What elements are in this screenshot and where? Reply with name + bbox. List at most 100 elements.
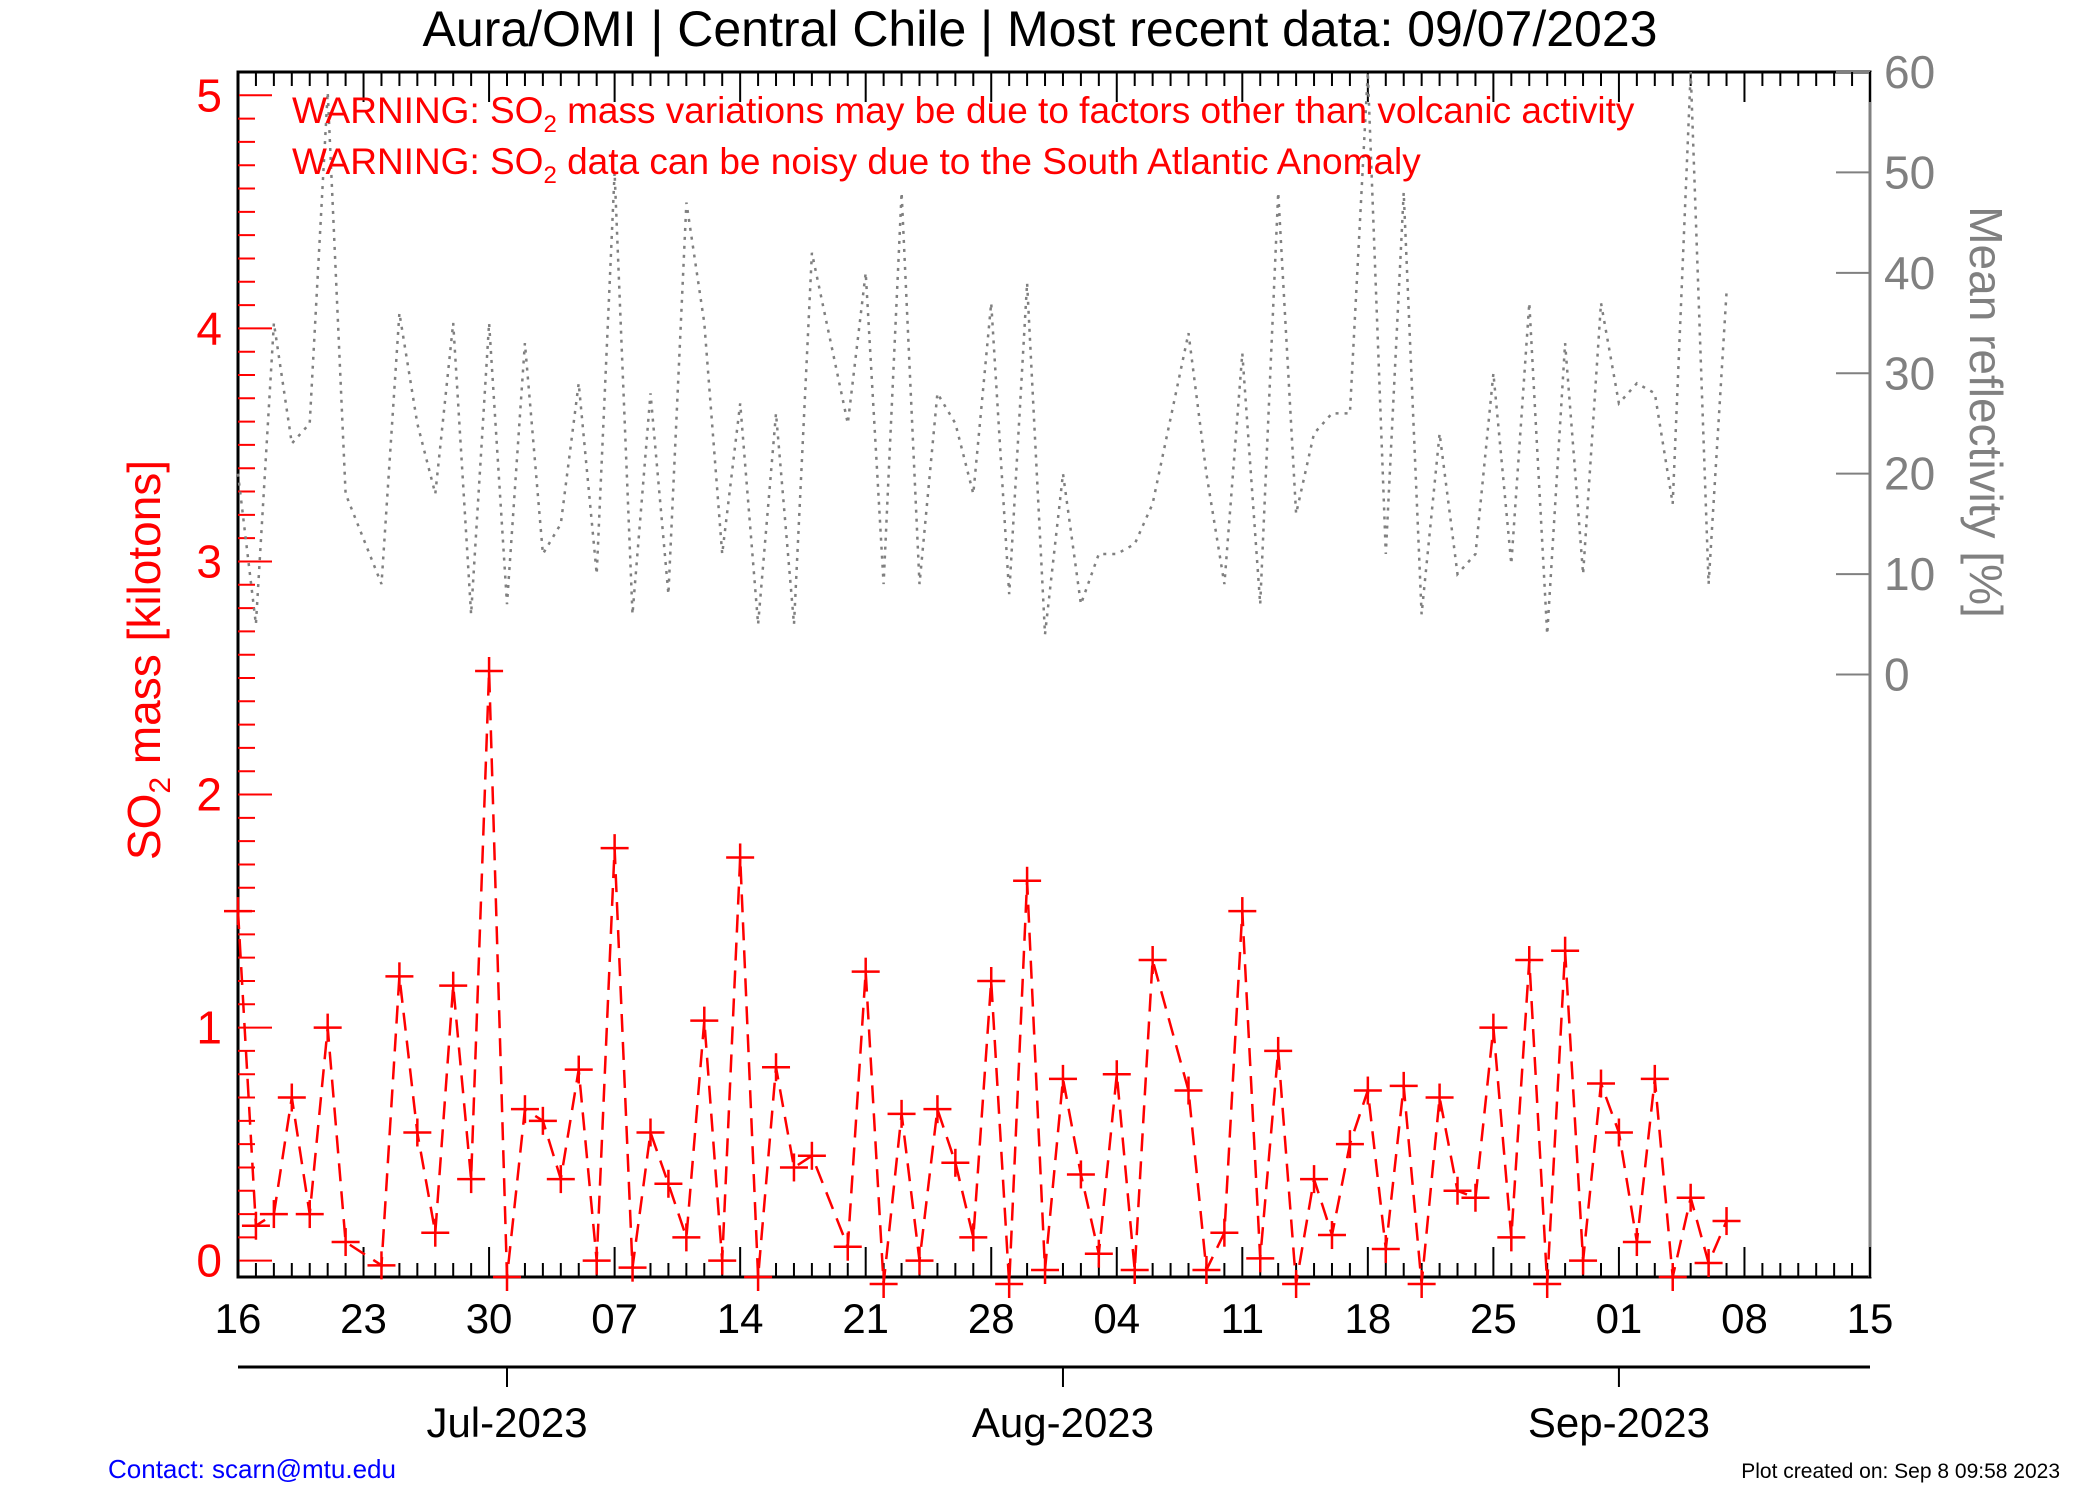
x-tick-label: 21 — [842, 1295, 889, 1342]
x-tick-label: 15 — [1847, 1295, 1894, 1342]
so2-marker — [1515, 946, 1544, 975]
month-label: Sep-2023 — [1528, 1399, 1710, 1446]
so2-marker — [851, 957, 880, 986]
so2-marker — [1407, 1269, 1436, 1298]
so2-marker — [1246, 1244, 1275, 1273]
y-left-label-pre: SO — [118, 794, 170, 860]
so2-marker — [277, 1083, 306, 1112]
so2-marker — [475, 657, 504, 686]
plot-frame — [236, 70, 1872, 1279]
so2-marker — [744, 1263, 773, 1291]
y-right-tick-label: 0 — [1884, 649, 1910, 701]
so2-marker — [439, 971, 468, 1000]
y-right-tick-label: 10 — [1884, 548, 1935, 600]
y-right-tick-label: 30 — [1884, 347, 1935, 399]
x-tick-label: 11 — [1221, 1295, 1265, 1342]
y-right-tick-label: 40 — [1884, 247, 1935, 299]
so2-marker — [421, 1218, 450, 1247]
y-right-label: Mean reflectivity [%] — [1960, 206, 2012, 618]
so2-marker — [1586, 1069, 1615, 1098]
so2-marker — [779, 1153, 808, 1182]
x-tick-label: 08 — [1721, 1295, 1768, 1342]
so2-marker — [1533, 1269, 1562, 1298]
so2-marker — [977, 966, 1006, 995]
so2-marker — [331, 1228, 360, 1257]
so2-marker — [636, 1118, 665, 1147]
x-tick-label: 23 — [340, 1295, 387, 1342]
so2-marker — [1084, 1239, 1113, 1268]
so2-marker — [241, 1211, 270, 1240]
month-label: Jul-2023 — [426, 1399, 587, 1446]
x-tick-label: 18 — [1344, 1295, 1391, 1342]
so2-marker — [1425, 1083, 1454, 1112]
so2-marker — [493, 1263, 522, 1291]
so2-marker — [457, 1165, 486, 1194]
so2-marker — [1192, 1256, 1221, 1285]
y-left-tick-label: 0 — [196, 1235, 222, 1287]
so2-marker — [1282, 1269, 1311, 1298]
y-left-tick-label: 3 — [196, 535, 222, 587]
so2-marker — [1317, 1221, 1346, 1250]
chart-title: Aura/OMI | Central Chile | Most recent d… — [423, 1, 1658, 57]
so2-marker — [1461, 1183, 1490, 1212]
month-label: Aug-2023 — [972, 1399, 1154, 1446]
so2-marker — [1694, 1249, 1723, 1278]
contact-text: Contact: scarn@mtu.edu — [108, 1454, 396, 1484]
so2-marker — [1210, 1218, 1239, 1247]
so2-marker — [385, 962, 414, 991]
so2-marker — [564, 1055, 593, 1084]
x-tick-label: 01 — [1596, 1295, 1643, 1342]
warning-1-sub: 2 — [543, 111, 556, 138]
so2-marker — [1048, 1064, 1077, 1093]
so2-marker — [1389, 1071, 1418, 1100]
so2-marker — [941, 1148, 970, 1177]
so2-marker — [1138, 946, 1167, 975]
y-right-tick-label: 50 — [1884, 146, 1935, 198]
so2-marker — [224, 897, 252, 926]
warning-line-2: WARNING: SO2 data can be noisy due to th… — [292, 141, 1421, 189]
y-left-label-post: mass [kilotons] — [118, 460, 170, 777]
so2-marker — [1264, 1036, 1293, 1065]
so2-marker — [1013, 866, 1042, 895]
so2-marker — [923, 1095, 952, 1124]
so2-marker — [1712, 1207, 1741, 1236]
so2-marker — [762, 1053, 791, 1082]
so2-marker — [1443, 1176, 1472, 1205]
x-tick-label: 25 — [1470, 1295, 1517, 1342]
y-left-tick-label: 4 — [196, 302, 222, 354]
plot-created-text: Plot created on: Sep 8 09:58 2023 — [1741, 1460, 2060, 1483]
so2-marker — [582, 1246, 611, 1275]
warning-1-pre: WARNING: SO — [292, 90, 543, 131]
so2-marker — [654, 1169, 683, 1198]
so2-marker — [1066, 1160, 1095, 1189]
x-tick-label: 04 — [1093, 1295, 1140, 1342]
so2-marker — [833, 1232, 862, 1261]
so2-marker — [1031, 1256, 1060, 1285]
so2-marker — [1551, 936, 1580, 965]
so2-series — [224, 657, 1741, 1298]
so2-marker — [1174, 1076, 1203, 1105]
so2-marker — [367, 1251, 396, 1280]
so2-marker — [1120, 1256, 1149, 1285]
so2-marker — [259, 1200, 288, 1229]
so2-marker — [1102, 1060, 1131, 1089]
y-right-tick-label: 60 — [1884, 46, 1935, 98]
reflectivity-series — [236, 71, 1728, 635]
right-axis: 0 10 20 30 40 50 60 — [1836, 46, 1935, 1277]
so2-marker — [672, 1223, 701, 1252]
so2-marker — [995, 1269, 1024, 1298]
so2-marker — [959, 1223, 988, 1252]
so2-marker — [1335, 1130, 1364, 1159]
so2-marker — [600, 834, 629, 863]
warning-2-pre: WARNING: SO — [292, 141, 543, 182]
so2-line — [236, 670, 1728, 1285]
so2-marker — [1479, 1013, 1508, 1042]
bottom-axis: 16 23 30 07 14 21 28 04 11 18 25 01 08 15 — [215, 72, 1894, 1342]
so2-marker — [887, 1099, 916, 1128]
so2-marker — [618, 1253, 647, 1282]
so2-marker — [1371, 1235, 1400, 1264]
y-left-label: SO2 mass [kilotons] — [118, 460, 177, 860]
so2-marker — [1640, 1064, 1669, 1093]
